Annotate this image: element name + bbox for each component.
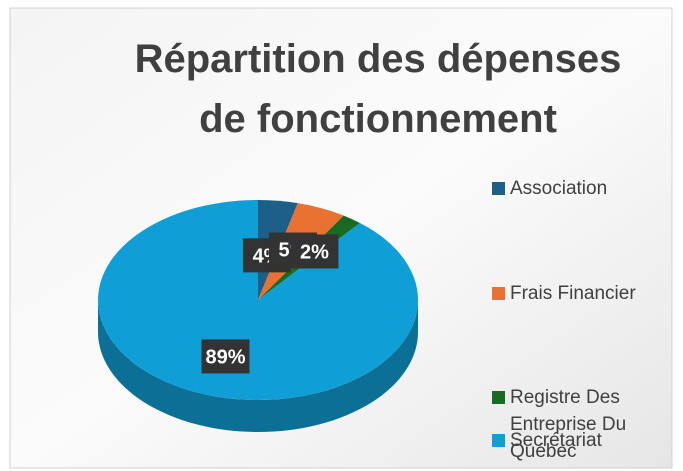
legend-item: Secrétariat [492,427,662,454]
legend-swatch [492,391,505,404]
legend-swatch [492,434,505,447]
pie-depth [98,300,418,432]
pie-slice [97,200,418,400]
chart-title: Répartition des dépenses de fonctionnemen… [135,37,622,141]
data-label: 89% [201,339,250,374]
data-label-text: 89% [205,346,245,368]
legend-label: Frais Financier [510,283,636,304]
legend-swatch [492,182,505,195]
data-label: 2% [290,234,339,269]
legend-item: Frais Financier [492,280,662,307]
legend-label: Registre Des Entreprise Du Québec [510,387,627,462]
data-label-box [201,339,250,374]
legend-item: Registre Des Entreprise Du Québec [492,384,662,465]
legend-swatch [492,287,505,300]
legend-item: Association [492,175,662,202]
legend-label: Secrétariat [510,430,602,451]
data-label-box [290,234,339,269]
legend-label: Association [510,178,608,199]
data-label-text: 2% [300,241,329,263]
